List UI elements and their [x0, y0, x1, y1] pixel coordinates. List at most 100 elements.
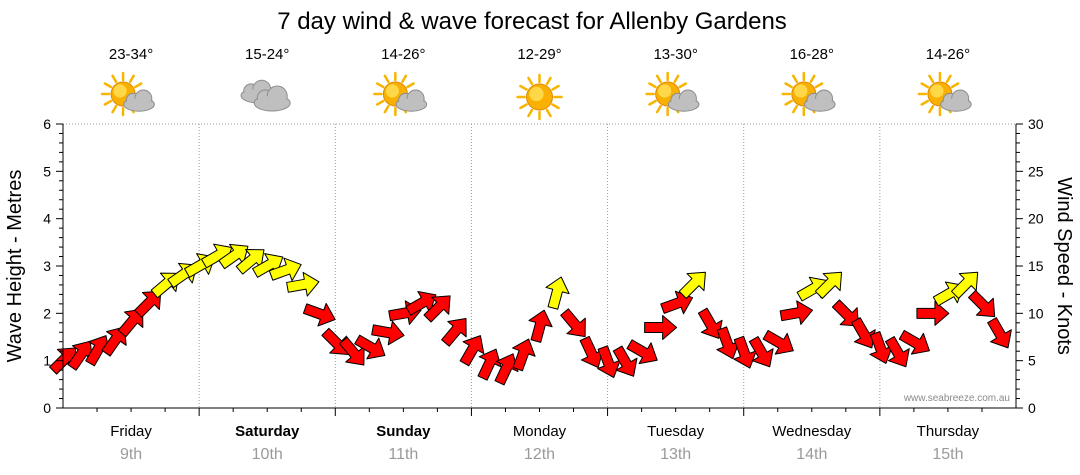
sun-ray	[128, 74, 135, 84]
left-axis-label: Wave Height - Metres	[4, 170, 26, 363]
day-label: Thursday	[917, 423, 980, 440]
sun-ray	[103, 99, 113, 106]
sun-ray	[551, 103, 560, 110]
day-label: Wednesday	[772, 423, 851, 440]
wind-arrow-icon	[916, 300, 950, 326]
cloud-fill	[806, 98, 834, 109]
wind-arrow-icon	[968, 289, 996, 318]
sun-ray	[527, 108, 534, 118]
wind-arrow-icon	[831, 299, 860, 327]
wind-arrow-icon	[528, 309, 553, 343]
wind-arrow-icon	[477, 348, 502, 381]
wind-arrow-icon	[338, 336, 365, 366]
wind-arrow-icon	[134, 290, 162, 318]
sun-ray	[655, 74, 662, 84]
sun-ray	[545, 108, 552, 118]
wind-arrow-icon	[441, 317, 467, 347]
sun-ray	[792, 74, 799, 84]
chart-title: 7 day wind & wave forecast for Allenby G…	[277, 8, 787, 35]
wind-arrow-icon	[117, 308, 144, 338]
wind-arrow-icon	[597, 345, 621, 379]
site-credit: www.seabreeze.com.au	[903, 393, 1010, 404]
day-label: Tuesday	[647, 423, 704, 440]
cloud-fill	[125, 98, 153, 109]
cloud-fill	[256, 96, 289, 108]
wind-arrow-icon	[644, 315, 678, 341]
wind-arrow-icon	[748, 336, 774, 368]
wind-arrow-icon	[697, 307, 723, 339]
wind-arrow-icon	[218, 243, 249, 270]
sun-ray	[928, 104, 935, 114]
wind-arrow-icon	[626, 339, 658, 365]
sun-ray	[383, 104, 390, 114]
right-tick-label: 0	[1028, 400, 1036, 416]
sun-ray	[551, 84, 560, 91]
sun-ray	[406, 82, 415, 89]
sun-ray	[809, 74, 816, 84]
wind-arrow-icon	[987, 317, 1012, 349]
plot-area	[49, 123, 1017, 409]
wind-arrow-icon	[268, 257, 302, 282]
wind-arrow-icon	[733, 335, 757, 369]
sun-ray	[103, 82, 113, 89]
sun-ray	[655, 104, 662, 114]
day-label: Friday	[110, 423, 152, 440]
temperature-range: 14-26°	[926, 46, 970, 63]
sun-ray	[375, 82, 385, 89]
cloud-fill	[942, 98, 970, 109]
temperature-range: 23-34°	[109, 46, 153, 63]
right-tick-label: 30	[1028, 116, 1044, 132]
date-label: 14th	[796, 446, 827, 463]
sun-cloud-icon	[645, 71, 700, 117]
sun-ray	[673, 74, 680, 84]
right-axis-label: Wind Speed - Knots	[1053, 177, 1075, 355]
cloud-fill	[670, 98, 698, 109]
wind-arrow-icon	[951, 271, 979, 299]
right-tick-label: 15	[1028, 258, 1044, 274]
wind-arrow-icon	[851, 317, 876, 349]
date-label: 15th	[932, 446, 963, 463]
sun-cloud-icon	[100, 71, 155, 117]
right-tick-label: 5	[1028, 353, 1036, 369]
sun-highlight	[794, 84, 808, 98]
wind-arrow-icon	[371, 320, 405, 346]
wind-arrow-icon	[716, 326, 740, 360]
sun-ray	[792, 104, 799, 114]
wind-arrow-icon	[512, 338, 536, 372]
right-tick-label: 10	[1028, 305, 1044, 321]
sun-ray	[133, 82, 143, 89]
sun-cloud-icon	[373, 71, 428, 117]
left-tick-label: 0	[43, 400, 51, 416]
left-tick-label: 5	[43, 163, 51, 179]
sun-highlight	[385, 84, 399, 98]
sun-ray	[678, 82, 688, 89]
date-label: 9th	[120, 446, 142, 463]
wind-arrow-icon	[898, 329, 930, 355]
wind-arrow-icon	[885, 336, 910, 368]
wind-arrow-icon	[302, 302, 336, 327]
sun-ray	[814, 82, 824, 89]
sun-ray	[527, 76, 534, 86]
sun-ray	[519, 103, 528, 110]
wind-arrow-icon	[286, 271, 320, 297]
wind-arrow-icon	[814, 271, 843, 299]
temperature-range: 15-24°	[245, 46, 289, 63]
sun-cloud-icon	[917, 71, 972, 117]
sun-highlight	[529, 86, 544, 102]
left-tick-label: 4	[43, 211, 51, 227]
left-tick-label: 1	[43, 353, 51, 369]
sun-ray	[784, 99, 793, 106]
sun-ray	[784, 82, 793, 89]
sun-ray	[928, 74, 935, 84]
wind-arrow-icon	[779, 300, 813, 325]
sun-ray	[401, 74, 408, 84]
date-label: 10th	[252, 446, 283, 463]
wind-arrow-icon	[354, 334, 386, 360]
sun-ray	[519, 84, 528, 91]
wind-arrow-icon	[869, 331, 894, 364]
temperature-range: 16-28°	[790, 46, 834, 63]
day-label: Sunday	[376, 423, 431, 440]
sun-ray	[648, 99, 657, 106]
date-label: 12th	[524, 446, 555, 463]
